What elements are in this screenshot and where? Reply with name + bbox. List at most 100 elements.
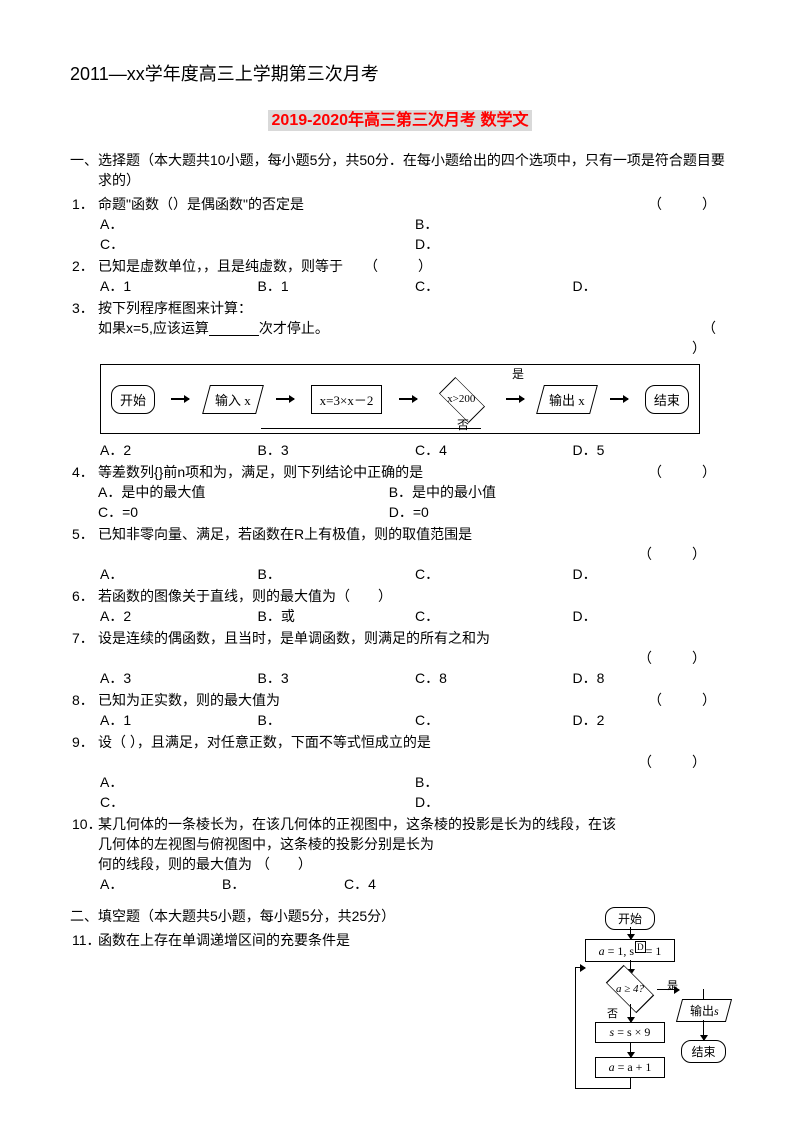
flow1-end: 结束	[645, 385, 689, 414]
q7-paren: （ ）	[70, 648, 730, 668]
question-2: 2． 已知是虚数单位，，且是纯虚数，则等于 （ ） A．1 B．1 C． D．	[70, 256, 730, 296]
q11-num: 11．	[70, 930, 98, 950]
q1-num: 1．	[70, 194, 98, 214]
flow2-proc2: a = a + 1	[595, 1057, 665, 1078]
q7-num: 7．	[70, 628, 98, 648]
q7-stem: 设是连续的偶函数，且当时，是单调函数，则满足的所有之和为	[98, 628, 730, 648]
q3-paren-close: ）	[70, 338, 730, 358]
arrow-icon	[276, 398, 294, 400]
page-title-2: 2019-2020年高三第三次月考 数学文	[70, 106, 730, 130]
highlight-title: 2019-2020年高三第三次月考 数学文	[268, 110, 533, 131]
question-5: 5． 已知非零向量、满足，若函数在R上有极值，则的取值范围是 （ ） A． B．…	[70, 524, 730, 584]
q1-opt-c: C．	[100, 234, 415, 254]
question-1: 1． 命题"函数（）是偶函数"的否定是（ ） A．B． C．D．	[70, 194, 730, 254]
flow1-yes-label: 是	[512, 365, 524, 382]
q7-opt-c: C．8	[415, 668, 573, 688]
arrow-icon	[171, 398, 189, 400]
q8-opt-d: D．2	[573, 710, 731, 730]
q1-paren: （ ）	[648, 194, 730, 214]
q10-opt-b: B．	[222, 874, 344, 894]
q3-opt-c: C．4	[415, 440, 573, 460]
q4-num: 4．	[70, 462, 98, 482]
q5-opt-b: B．	[258, 564, 416, 584]
flowchart-2: 开始 a = 1, sD= 1 a ≥ 4? 是 否 输出s s = s × 9…	[575, 907, 730, 1102]
q9-opt-c: C．	[100, 792, 415, 812]
flow1-back-line	[261, 428, 481, 430]
q6-num: 6．	[70, 586, 98, 606]
q1-stem: 命题"函数（）是偶函数"的否定是	[98, 196, 304, 212]
q5-num: 5．	[70, 524, 98, 544]
q10-opt-a: A．	[100, 874, 222, 894]
question-7: 7． 设是连续的偶函数，且当时，是单调函数，则满足的所有之和为 （ ） A．3 …	[70, 628, 730, 688]
q8-num: 8．	[70, 690, 98, 710]
q6-stem: 若函数的图像关于直线，则的最大值为（ ）	[98, 586, 730, 606]
flow1-output: 输出 x	[536, 385, 598, 414]
q4-opt-d: D．=0	[389, 502, 730, 522]
question-9: 9． 设（ ），且满足，对任意正数，下面不等式恒成立的是 （ ） A． B． C…	[70, 732, 730, 812]
q3-blank	[209, 322, 259, 336]
q3-stem: 按下列程序框图来计算：	[98, 298, 730, 318]
flow1-decision: x>200	[433, 384, 489, 414]
q8-opt-b: B．	[258, 710, 416, 730]
q3-opt-b: B．3	[258, 440, 416, 460]
flow2-init: a = 1, sD= 1	[585, 939, 675, 962]
q10-sub2: 何的线段，则的最大值为 （ ）	[70, 854, 730, 874]
q9-stem: 设（ ），且满足，对任意正数，下面不等式恒成立的是	[98, 732, 730, 752]
q9-opt-b: B．	[415, 772, 730, 792]
q6-opt-c: C．	[415, 606, 573, 626]
arrow-icon	[506, 398, 524, 400]
q8-opt-a: A．1	[100, 710, 258, 730]
flow2-proc1: s = s × 9	[595, 1022, 665, 1043]
q3-paren: （	[702, 318, 730, 338]
page-title-1: 2011—xx学年度高三上学期第三次月考	[70, 60, 730, 86]
q2-stem: 已知是虚数单位，，且是纯虚数，则等于	[98, 258, 343, 274]
flow1-process: x=3×x－2	[311, 385, 383, 414]
q3-sub: 如果x=5,应该运算	[98, 320, 209, 336]
flow1-no-label: 否	[457, 416, 469, 433]
q7-opt-b: B．3	[258, 668, 416, 688]
q2-opt-c: C．	[415, 276, 573, 296]
q7-opt-a: A．3	[100, 668, 258, 688]
q10-opt-c: C．4	[344, 874, 466, 894]
q5-opt-d: D．	[573, 564, 731, 584]
q1-opt-b: B．	[415, 214, 730, 234]
q3-sub2: 次才停止。	[259, 320, 329, 336]
flow2-decision: a ≥ 4?	[605, 974, 655, 1004]
q3-num: 3．	[70, 298, 98, 318]
q4-stem: 等差数列{}前n项和为，满足，则下列结论中正确的是	[98, 464, 423, 480]
question-3: 3． 按下列程序框图来计算： 如果x=5,应该运算 次才停止。 （ ） 开始 输入 …	[70, 298, 730, 460]
arrow-icon	[399, 398, 417, 400]
question-4: 4． 等差数列{}前n项和为，满足，则下列结论中正确的是（ ） A．是中的最大值…	[70, 462, 730, 522]
q10-stem: 某几何体的一条棱长为，在该几何体的正视图中，这条棱的投影是长为的线段，在该	[98, 814, 730, 834]
flow1-start: 开始	[111, 385, 155, 414]
q10-sub1: 几何体的左视图与俯视图中，这条棱的投影分别是长为	[70, 834, 730, 854]
q2-opt-b: B．1	[258, 276, 416, 296]
flowchart-1: 开始 输入 x x=3×x－2 x>200 输出 x 结束 是 否	[100, 364, 700, 434]
flow2-end: 结束	[681, 1040, 726, 1063]
q2-opt-d: D．	[573, 276, 731, 296]
section-2-num: 二、	[70, 906, 98, 926]
q3-opt-a: A．2	[100, 440, 258, 460]
flow1-input: 输入 x	[202, 385, 264, 414]
q2-paren: （ ）	[371, 258, 436, 274]
q9-opt-a: A．	[100, 772, 415, 792]
section-1-heading: 一、 选择题（本大题共10小题，每小题5分，共50分．在每小题给出的四个选项中，…	[70, 150, 730, 190]
q9-num: 9．	[70, 732, 98, 752]
q9-paren: （ ）	[70, 752, 730, 772]
flow2-output: 输出s	[676, 999, 732, 1022]
q5-opt-a: A．	[100, 564, 258, 584]
q2-num: 2．	[70, 256, 98, 276]
question-6: 6． 若函数的图像关于直线，则的最大值为（ ） A．2 B．或 C． D．	[70, 586, 730, 626]
q5-stem: 已知非零向量、满足，若函数在R上有极值，则的取值范围是	[98, 524, 730, 544]
q8-opt-c: C．	[415, 710, 573, 730]
q4-opt-b: B．是中的最小值	[389, 482, 730, 502]
section-1-text: 选择题（本大题共10小题，每小题5分，共50分．在每小题给出的四个选项中，只有一…	[98, 150, 730, 190]
q5-paren: （ ）	[70, 544, 730, 564]
section-1-num: 一、	[70, 150, 98, 190]
q9-opt-d: D．	[415, 792, 730, 812]
q4-opt-a: A．是中的最大值	[98, 482, 389, 502]
q6-opt-b: B．或	[258, 606, 416, 626]
flow2-no-label: 否	[607, 1005, 618, 1021]
q6-opt-a: A．2	[100, 606, 258, 626]
q5-opt-c: C．	[415, 564, 573, 584]
